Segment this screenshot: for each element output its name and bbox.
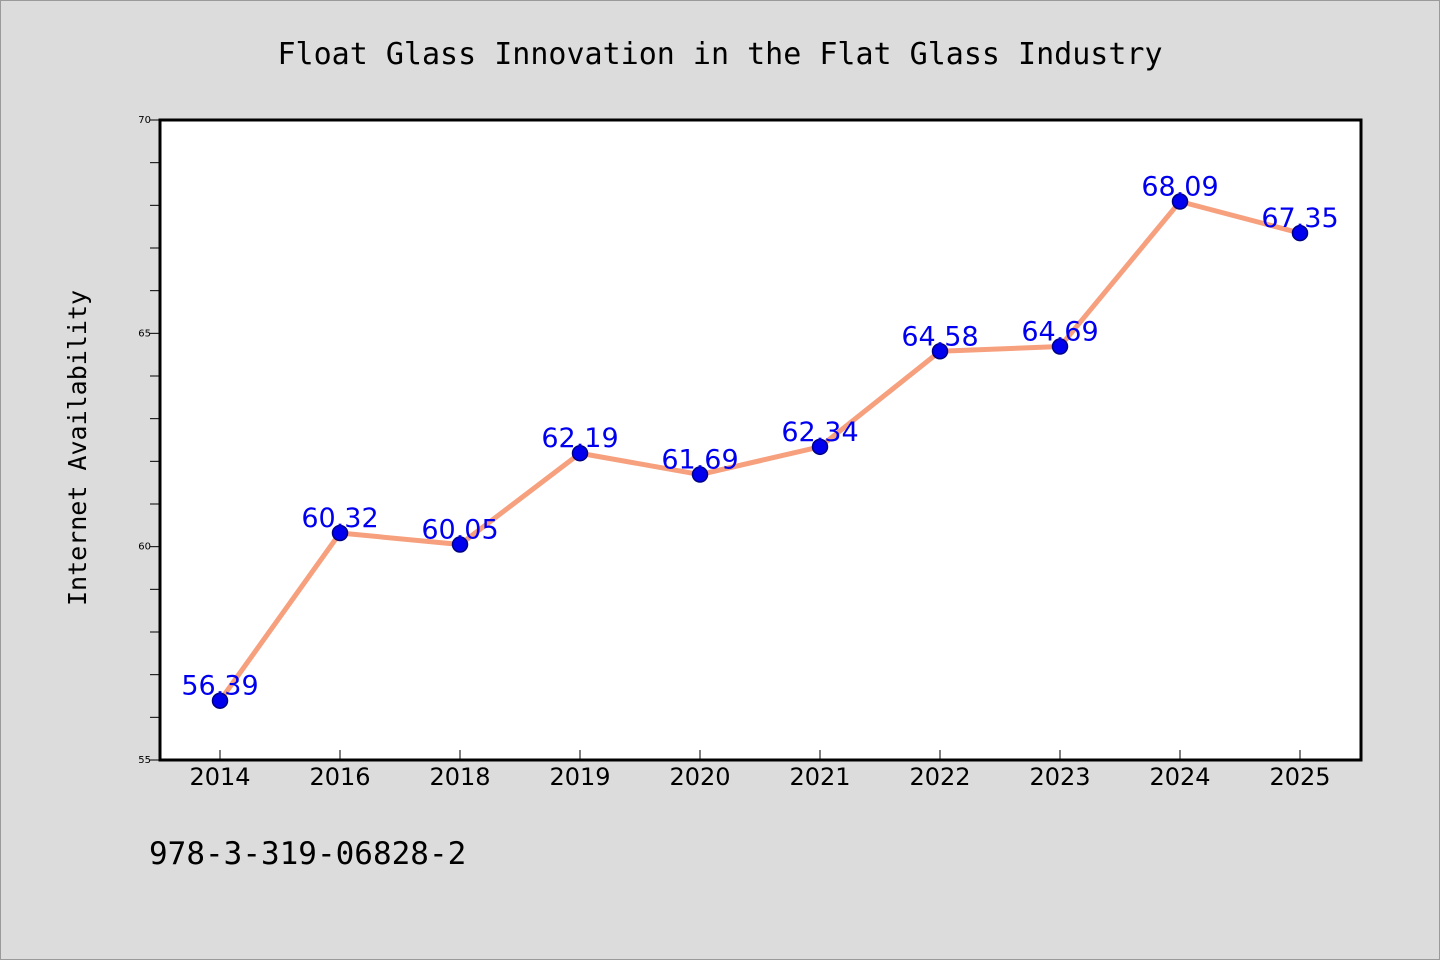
data-point-2021 (811, 438, 829, 456)
x-axis-ticks: 2014 2016 2018 2019 2020 2021 2022 2023 2024 2025 (189, 750, 1331, 791)
data-label-2024: 68.09 (1141, 171, 1218, 202)
x-tick-label: 2018 (429, 763, 490, 791)
data-point-2018 (451, 536, 469, 553)
data-label-2025: 67.35 (1261, 203, 1338, 234)
x-tick-label: 2025 (1269, 763, 1330, 791)
data-point-2025 (1291, 224, 1309, 242)
y-axis-label: Internet Availability (63, 290, 92, 606)
x-tick-label: 2020 (669, 763, 730, 791)
x-tick-label: 2024 (1149, 763, 1210, 791)
x-tick-label: 2014 (189, 763, 250, 791)
data-point-2022 (931, 343, 949, 360)
data-point-2024 (1171, 193, 1189, 210)
data-point-2020 (691, 466, 709, 483)
data-point-2019 (571, 444, 589, 462)
data-label-2020: 61.69 (661, 445, 738, 476)
data-point-2023 (1051, 338, 1069, 355)
series-line (217, 198, 1301, 703)
series-markers (211, 193, 1309, 709)
data-label-2019: 62.19 (541, 423, 618, 454)
x-tick-label: 2019 (549, 763, 610, 791)
footnote-isbn: 978-3-319-06828-2 (149, 836, 466, 872)
x-tick-label: 2022 (909, 763, 970, 791)
chart-title: Float Glass Innovation in the Flat Glass… (277, 37, 1162, 72)
data-label-2023: 64.69 (1021, 317, 1098, 348)
x-tick-label: 2016 (309, 763, 370, 791)
data-point-2016 (331, 524, 349, 542)
data-label-2014: 56.39 (181, 671, 258, 702)
data-label-2021: 62.34 (781, 417, 858, 448)
x-tick-label: 2021 (789, 763, 850, 791)
data-point-2014 (211, 692, 229, 709)
data-labels: 56.39 60.32 60.05 62.19 61.69 62.34 64.58 64.69… (181, 171, 1338, 701)
y-tick-label: 60 (138, 542, 151, 553)
x-tick-label: 2023 (1029, 763, 1090, 791)
y-tick-label: 55 (138, 755, 151, 766)
y-tick-label: 70 (138, 115, 151, 126)
data-label-2016: 60.32 (301, 503, 378, 534)
plot-area (158, 118, 1363, 762)
y-tick-label: 65 (138, 328, 151, 339)
y-axis-ticks: 55 60 65 70 (138, 115, 160, 766)
data-label-2018: 60.05 (421, 515, 498, 546)
data-label-2022: 64.58 (901, 321, 978, 352)
